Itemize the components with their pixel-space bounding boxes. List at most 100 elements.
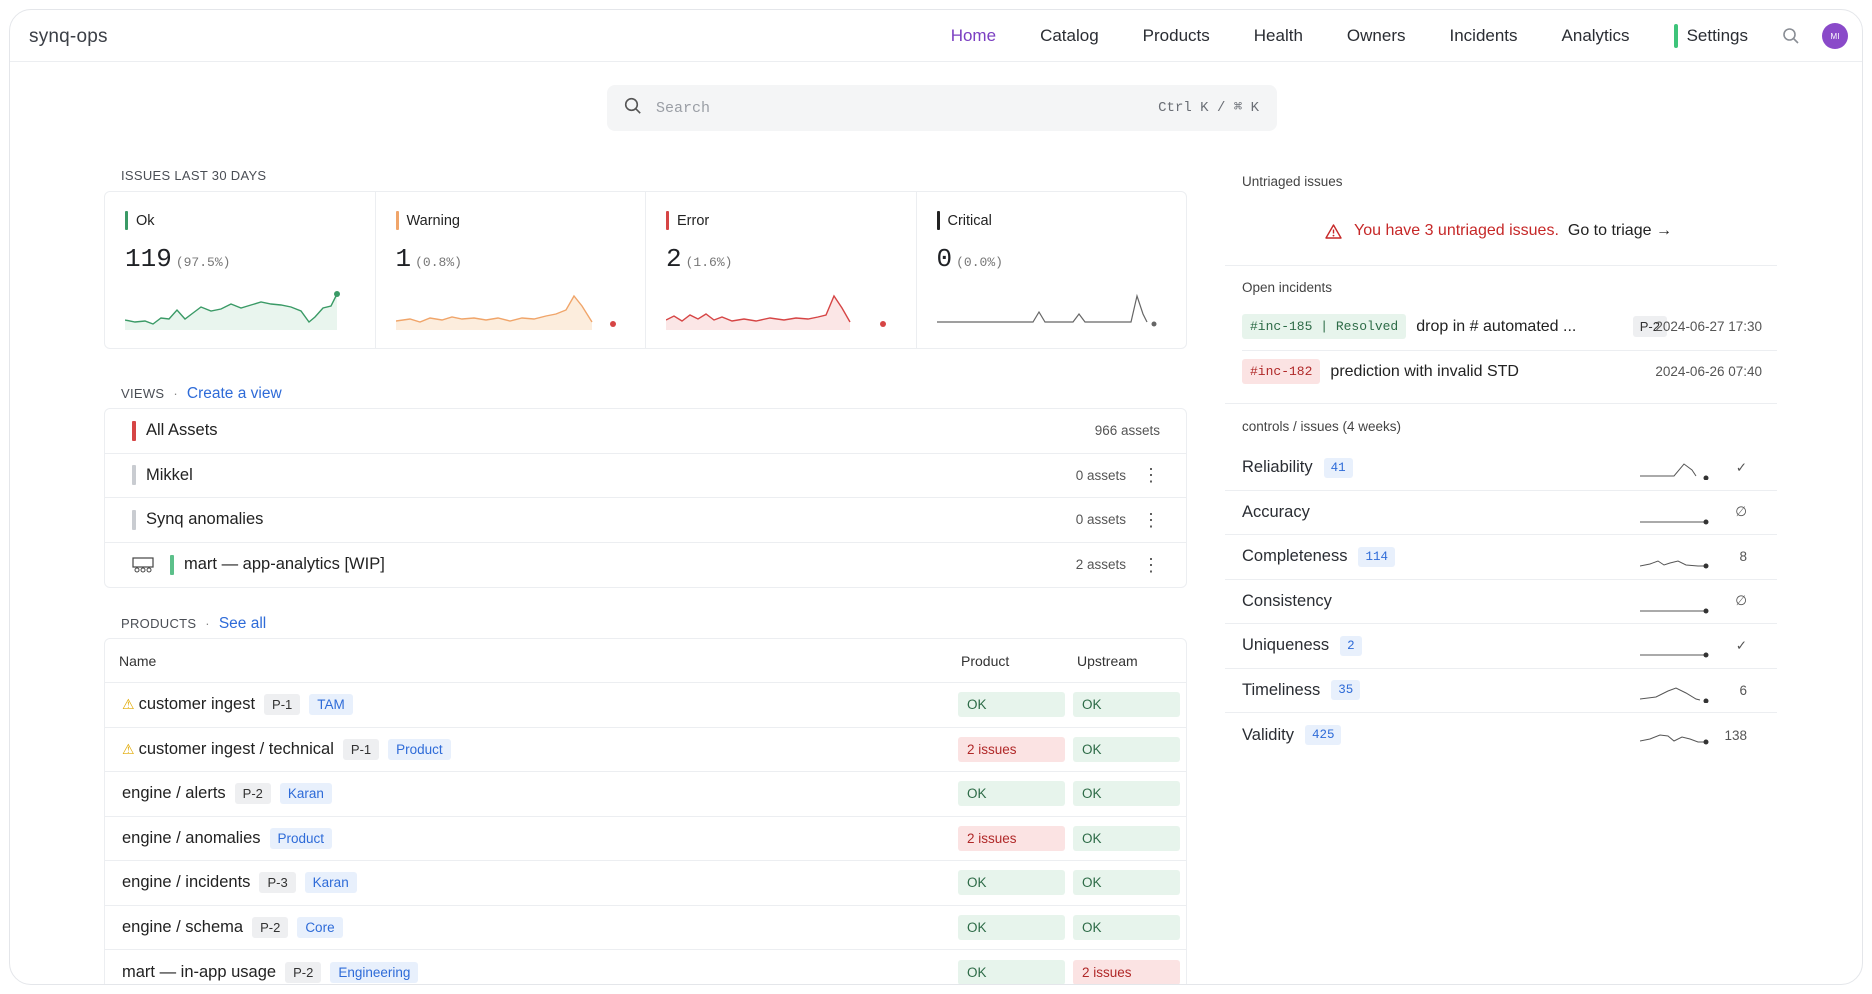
incident-title: prediction with invalid STD <box>1330 362 1519 380</box>
control-name: Reliability <box>1242 458 1313 477</box>
views-section-header: VIEWS · Create a view <box>121 385 282 403</box>
team-badge[interactable]: Engineering <box>330 961 419 983</box>
view-row[interactable]: Synq anomalies 0 assets ⋮ <box>105 498 1186 543</box>
empty-set-icon: ∅ <box>1735 593 1747 609</box>
team-badge[interactable]: Karan <box>279 783 332 805</box>
view-row[interactable]: mart — app-analytics [WIP] 2 assets ⋮ <box>105 543 1186 588</box>
control-issue-count: 41 <box>1323 457 1353 478</box>
views-section-label: VIEWS <box>121 386 165 401</box>
product-name: engine / anomalies <box>122 828 261 847</box>
nav-products[interactable]: Products <box>1142 26 1210 45</box>
avatar[interactable]: MI <box>1822 23 1848 49</box>
table-row[interactable]: engine / incidents P-3 Karan OK OK <box>105 861 1186 906</box>
nav-settings-label: Settings <box>1686 26 1748 45</box>
divider <box>1225 265 1777 266</box>
check-icon: ✓ <box>1735 459 1747 475</box>
issue-card-warning[interactable]: Warning 1 (0.8%) <box>376 192 646 348</box>
view-asset-count: 966 assets <box>1094 423 1160 439</box>
views-list: All Assets 966 assets Mikkel 0 assets ⋮ … <box>104 408 1187 588</box>
table-row[interactable]: mart — in-app usage P-2 Engineering OK 2… <box>105 950 1186 984</box>
control-stat: 138 <box>1724 727 1747 743</box>
upstream-status: OK <box>1073 692 1180 718</box>
nav-analytics[interactable]: Analytics <box>1561 26 1630 45</box>
control-row-timeliness[interactable]: Timeliness 35 6 <box>1225 669 1777 713</box>
search-input[interactable] <box>656 99 1096 117</box>
divider <box>1225 403 1777 404</box>
team-badge[interactable]: Product <box>388 738 451 760</box>
more-menu-icon[interactable]: ⋮ <box>1142 509 1160 530</box>
incident-row[interactable]: #inc-182 prediction with invalid STD 202… <box>1242 359 1762 384</box>
view-asset-count: 0 assets <box>1075 512 1126 528</box>
nav-home[interactable]: Home <box>950 26 997 45</box>
more-menu-icon[interactable]: ⋮ <box>1142 554 1160 575</box>
control-row-accuracy[interactable]: Accuracy ∅ <box>1225 491 1777 535</box>
nav-catalog[interactable]: Catalog <box>1040 26 1099 45</box>
control-issue-count: 2 <box>1340 635 1362 656</box>
nav-incidents[interactable]: Incidents <box>1449 26 1518 45</box>
table-row[interactable]: ⚠ customer ingest / technical P-1 Produc… <box>105 728 1186 772</box>
control-stat: 8 <box>1739 549 1747 565</box>
table-row[interactable]: engine / anomalies Product 2 issues OK <box>105 817 1186 861</box>
control-row-uniqueness[interactable]: Uniqueness 2 ✓ <box>1225 624 1777 669</box>
control-row-consistency[interactable]: Consistency ∅ <box>1225 580 1777 624</box>
control-sparkline <box>1640 519 1709 524</box>
control-row-completeness[interactable]: Completeness 114 8 <box>1225 535 1777 580</box>
control-name: Uniqueness <box>1242 636 1330 655</box>
app-window: synq-ops Home Catalog Products Health Ow… <box>9 9 1863 985</box>
go-to-triage-link[interactable]: Go to triage → <box>1567 222 1672 239</box>
team-badge[interactable]: Product <box>269 827 333 849</box>
issue-card-title: Ok <box>136 212 155 229</box>
group-icon <box>132 557 154 573</box>
issue-card-error[interactable]: Error 2 (1.6%) <box>646 192 917 348</box>
control-name: Completeness <box>1242 547 1348 566</box>
team-badge[interactable]: Core <box>297 916 343 938</box>
product-status: OK <box>958 870 1065 896</box>
control-name: Accuracy <box>1242 502 1310 521</box>
product-name: mart — in-app usage <box>122 962 277 981</box>
view-row[interactable]: All Assets 966 assets <box>105 409 1186 454</box>
control-stat: 6 <box>1739 682 1747 698</box>
team-badge[interactable]: Karan <box>304 872 357 894</box>
control-row-validity[interactable]: Validity 425 138 <box>1225 713 1777 758</box>
nav-health[interactable]: Health <box>1253 26 1303 45</box>
issue-card-value: 1 <box>395 244 412 274</box>
issues-summary: Ok 119 (97.5%) Warning 1 (0.8%) Error 2 (1.… <box>104 191 1187 349</box>
search-bar[interactable]: Ctrl K / ⌘ K <box>607 85 1277 131</box>
empty-set-icon: ∅ <box>1735 504 1747 520</box>
upstream-status: OK <box>1073 914 1180 940</box>
incident-row[interactable]: #inc-185 | Resolved drop in # automated … <box>1242 314 1762 339</box>
priority-badge: P-1 <box>342 738 380 760</box>
team-badge[interactable]: TAM <box>309 694 353 716</box>
issue-card-critical[interactable]: Critical 0 (0.0%) <box>917 192 1187 348</box>
search-icon <box>624 97 642 120</box>
product-name: customer ingest / technical <box>138 739 334 758</box>
products-section-header: PRODUCTS · See all <box>121 615 266 633</box>
table-row[interactable]: engine / alerts P-2 Karan OK OK <box>105 772 1186 817</box>
search-icon[interactable] <box>1782 27 1800 45</box>
view-row[interactable]: Mikkel 0 assets ⋮ <box>105 454 1186 498</box>
open-incidents-label: Open incidents <box>1242 280 1333 295</box>
controls-section-label: controls / issues (4 weeks) <box>1242 419 1402 434</box>
error-sparkline <box>666 294 886 330</box>
upstream-status: 2 issues <box>1073 959 1180 984</box>
control-sparkline <box>1640 608 1709 613</box>
issue-card-title: Critical <box>947 212 992 229</box>
issue-card-pct: (0.8%) <box>415 255 462 270</box>
view-name: Synq anomalies <box>146 510 264 529</box>
see-all-products-link[interactable]: See all <box>218 615 267 632</box>
column-upstream: Upstream <box>1077 652 1138 669</box>
issue-card-ok[interactable]: Ok 119 (97.5%) <box>105 192 376 348</box>
view-color-indicator <box>132 465 136 486</box>
search-shortcut: Ctrl K / ⌘ K <box>1158 100 1259 116</box>
nav-settings[interactable]: Settings <box>1673 24 1748 48</box>
control-sparkline <box>1640 686 1709 703</box>
upstream-status: OK <box>1073 781 1180 807</box>
table-row[interactable]: ⚠ customer ingest P-1 TAM OK OK <box>105 683 1186 728</box>
nav-owners[interactable]: Owners <box>1346 26 1406 45</box>
more-menu-icon[interactable]: ⋮ <box>1142 465 1160 486</box>
control-row-reliability[interactable]: Reliability 41 ✓ <box>1225 446 1777 491</box>
create-view-link[interactable]: Create a view <box>186 385 282 402</box>
table-row[interactable]: engine / schema P-2 Core OK OK <box>105 906 1186 950</box>
upstream-status: OK <box>1073 870 1180 896</box>
warning-icon: ⚠ <box>122 740 135 757</box>
